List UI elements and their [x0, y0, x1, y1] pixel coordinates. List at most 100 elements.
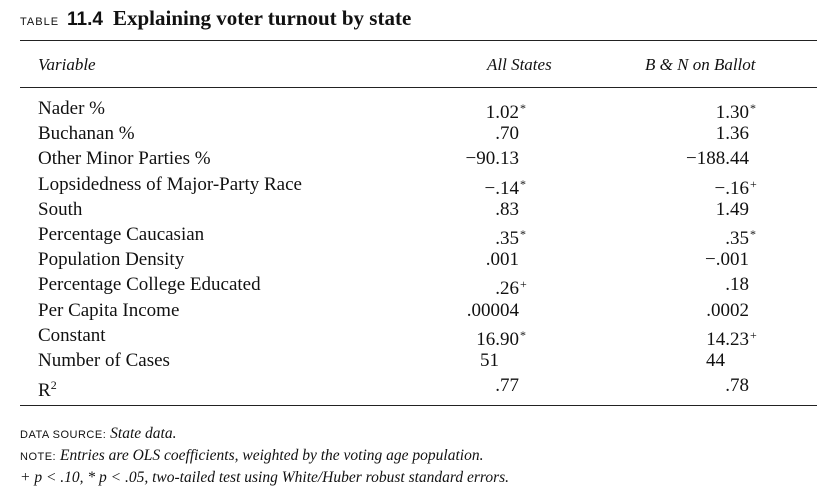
- significance-note: + p < .10, * p < .05, two-tailed test us…: [20, 467, 509, 489]
- row-variable-text: Per Capita Income: [38, 299, 180, 321]
- row-variable-text: Other Minor Parties %: [38, 148, 211, 170]
- cell-bn-on-ballot-value: 1.49: [715, 198, 749, 220]
- cell-bn-on-ballot: .78: [630, 373, 760, 398]
- cell-all-states-significance: *: [520, 176, 526, 191]
- cell-bn-on-ballot: −188.44: [630, 146, 760, 171]
- cell-bn-on-ballot-value: −.001: [705, 249, 749, 271]
- row-variable-text: South: [38, 198, 83, 220]
- cell-bn-on-ballot-value: .18: [725, 274, 749, 296]
- row-variable-text: R: [38, 380, 51, 402]
- cell-all-states-value: .83: [495, 198, 519, 220]
- cell-all-states-significance: +: [520, 277, 527, 292]
- row-variable: Lopsidedness of Major-Party Race: [38, 172, 302, 197]
- cell-bn-on-ballot: .0002: [630, 298, 760, 323]
- row-variable: Population Density: [38, 247, 184, 272]
- cell-all-states: 51: [480, 348, 570, 373]
- cell-bn-on-ballot-value: 14.23: [706, 328, 749, 350]
- cell-all-states-value: .00004: [466, 299, 519, 321]
- row-variable-text: Percentage College Educated: [38, 274, 261, 296]
- cell-all-states-value: .35: [495, 227, 519, 249]
- table-row: R2 .77 .78: [0, 373, 837, 401]
- cell-all-states-value: .70: [495, 123, 519, 145]
- top-rule: [20, 40, 817, 41]
- cell-bn-on-ballot: .18: [630, 272, 760, 297]
- cell-bn-on-ballot-value: 44: [706, 349, 725, 371]
- table-notes: DATA SOURCE: State data. NOTE: Entries a…: [20, 423, 509, 489]
- row-variable: R2: [38, 373, 57, 403]
- header-bn-on-ballot: B & N on Ballot: [645, 55, 756, 74]
- table-row: Buchanan % .70 1.36: [0, 121, 837, 146]
- table-title-row: TABLE 11.4 Explaining voter turnout by s…: [20, 6, 411, 36]
- note-key: NOTE:: [20, 451, 57, 463]
- cell-all-states: 1.02*: [440, 96, 530, 125]
- row-variable-text: Buchanan %: [38, 123, 135, 145]
- row-variable-text: Percentage Caucasian: [38, 223, 205, 245]
- cell-all-states: .77: [440, 373, 530, 398]
- cell-bn-on-ballot-value: .0002: [706, 299, 749, 321]
- cell-all-states-value: .26: [495, 278, 519, 300]
- cell-bn-on-ballot-value: .35: [725, 227, 749, 249]
- table-row: Other Minor Parties % −90.13 −188.44: [0, 146, 837, 171]
- cell-bn-on-ballot-value: 1.30: [715, 102, 749, 123]
- table-row: Percentage College Educated .26+ .18: [0, 272, 837, 299]
- table-body: Nader % 1.02* 1.30* Buchanan % .70 1.36 Other …: [0, 96, 837, 401]
- cell-all-states-value: 1.02: [485, 102, 519, 123]
- cell-bn-on-ballot-value: .78: [725, 375, 749, 397]
- cell-all-states: .00004: [440, 298, 530, 323]
- note-text: Entries are OLS coefficients, weighted b…: [60, 447, 484, 464]
- cell-all-states: .35*: [440, 222, 530, 251]
- cell-all-states: −.14*: [440, 172, 530, 201]
- cell-bn-on-ballot-significance: +: [750, 327, 757, 342]
- row-variable: Other Minor Parties %: [38, 146, 211, 171]
- cell-bn-on-ballot: −.16+: [630, 172, 760, 201]
- row-variable-text: Constant: [38, 324, 106, 346]
- cell-bn-on-ballot-value: −188.44: [686, 148, 749, 170]
- cell-all-states: .70: [440, 121, 530, 146]
- table-row: Per Capita Income .00004 .0002: [0, 298, 837, 323]
- cell-all-states-significance: *: [520, 226, 526, 241]
- cell-all-states: −90.13: [440, 146, 530, 171]
- cell-all-states-value: 51: [480, 349, 499, 371]
- method-note: NOTE: Entries are OLS coefficients, weig…: [20, 445, 509, 467]
- cell-all-states: 16.90*: [440, 323, 530, 352]
- cell-bn-on-ballot-significance: *: [750, 101, 756, 115]
- table-number: 11.4: [67, 9, 103, 30]
- cell-all-states: .83: [440, 197, 530, 222]
- table-row: Number of Cases 51 44: [0, 348, 837, 373]
- table-row: Lopsidedness of Major-Party Race −.14* −.1…: [0, 172, 837, 199]
- cell-bn-on-ballot-value: 1.36: [715, 123, 749, 145]
- table-row: Percentage Caucasian .35* .35*: [0, 222, 837, 249]
- table-row: Nader % 1.02* 1.30*: [0, 96, 837, 123]
- bottom-rule: [20, 405, 817, 406]
- cell-all-states-significance: *: [520, 327, 526, 342]
- table-row: South .83 1.49: [0, 197, 837, 222]
- cell-bn-on-ballot: 1.30*: [630, 96, 760, 125]
- table-title: Explaining voter turnout by state: [112, 6, 412, 30]
- cell-bn-on-ballot-significance: *: [750, 226, 756, 241]
- row-variable: Number of Cases: [38, 348, 170, 373]
- header-all-states: All States: [487, 55, 552, 74]
- row-variable-text: Lopsidedness of Major-Party Race: [38, 173, 302, 195]
- cell-bn-on-ballot: 14.23+: [630, 323, 760, 352]
- cell-bn-on-ballot: −.001: [630, 247, 760, 272]
- table-row: Constant 16.90* 14.23+: [0, 323, 837, 350]
- cell-all-states-value: 16.90: [476, 328, 519, 350]
- header-rule: [20, 87, 817, 88]
- row-variable-text: Population Density: [38, 249, 185, 271]
- significance-text: + p < .10, * p < .05, two-tailed test us…: [20, 469, 510, 486]
- data-source-key: DATA SOURCE:: [20, 429, 107, 441]
- cell-all-states: .001: [440, 247, 530, 272]
- table-row: Population Density .001 −.001: [0, 247, 837, 272]
- row-variable: Nader %: [38, 96, 105, 121]
- data-source-note: DATA SOURCE: State data.: [20, 423, 509, 445]
- cell-bn-on-ballot: .35*: [630, 222, 760, 251]
- row-variable-text: Number of Cases: [38, 349, 170, 371]
- cell-bn-on-ballot: 1.49: [630, 197, 760, 222]
- cell-all-states-value: .77: [495, 375, 519, 397]
- row-variable: Buchanan %: [38, 121, 135, 146]
- cell-bn-on-ballot-significance: +: [750, 176, 757, 191]
- cell-bn-on-ballot: 1.36: [630, 121, 760, 146]
- cell-all-states-value: .001: [485, 249, 519, 271]
- cell-all-states: .26+: [440, 272, 530, 301]
- table-label: TABLE: [20, 16, 60, 28]
